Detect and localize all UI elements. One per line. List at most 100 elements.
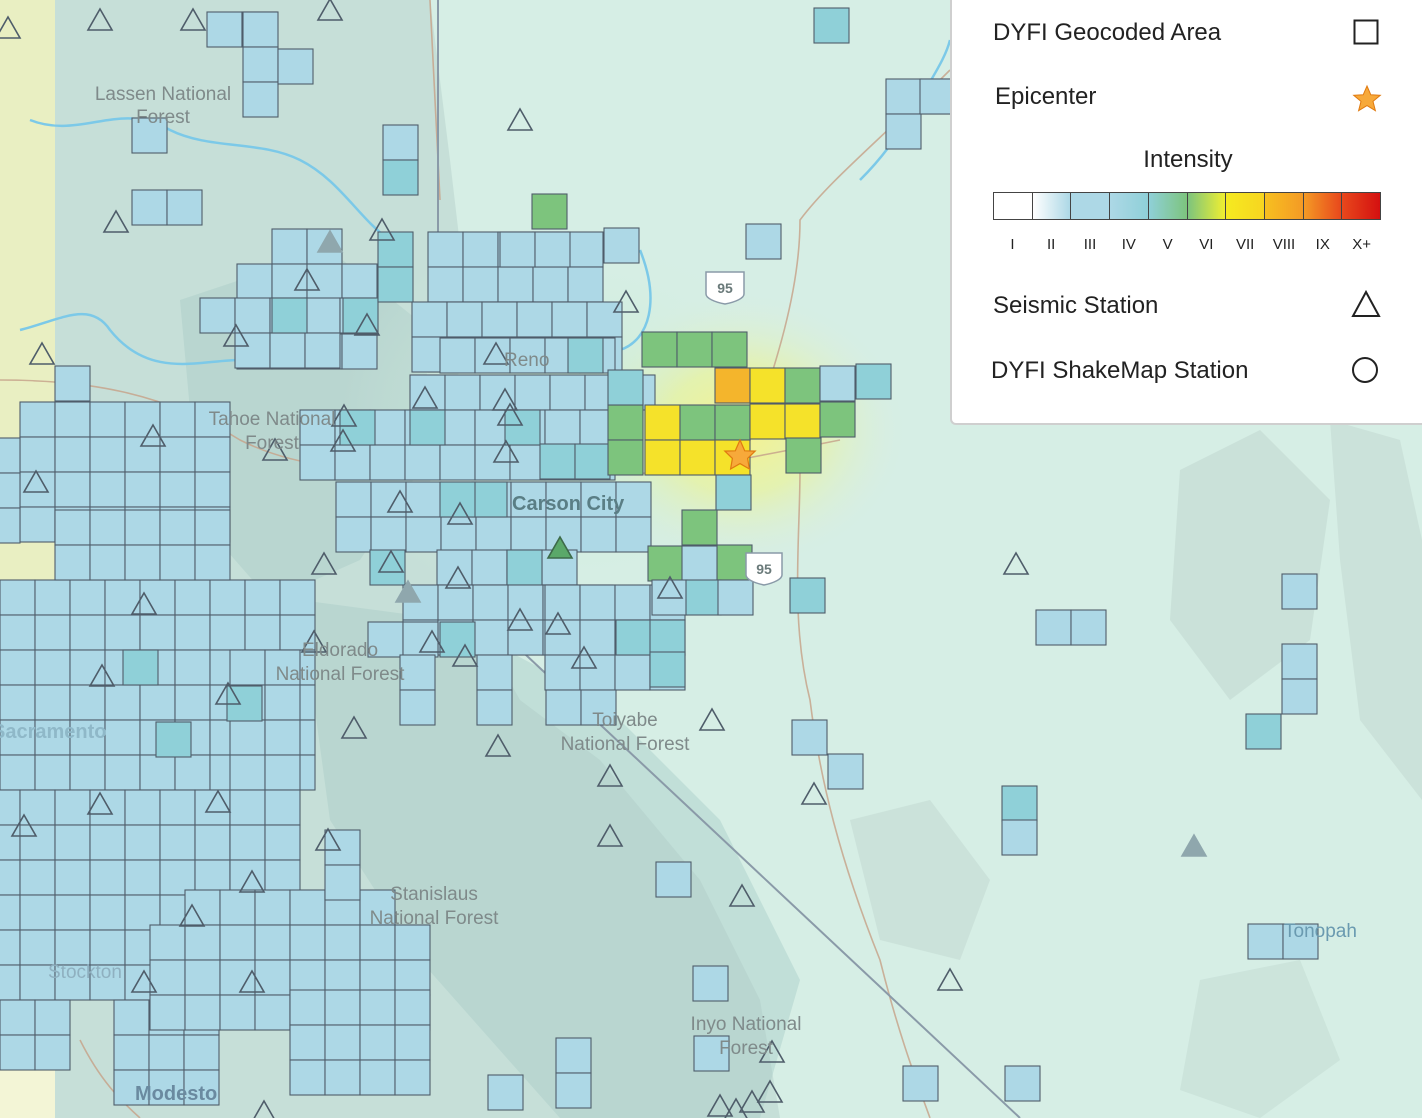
dyfi-cell-iii[interactable] [885, 78, 922, 115]
dyfi-cell-iii[interactable] [359, 1024, 396, 1061]
dyfi-cell-iii[interactable] [279, 579, 316, 616]
dyfi-cell-iii[interactable] [104, 754, 141, 791]
dyfi-cell-iii[interactable] [0, 929, 21, 966]
dyfi-cell-iii[interactable] [0, 964, 21, 1001]
dyfi-cell-iii[interactable] [404, 444, 441, 481]
dyfi-cell-iii[interactable] [34, 754, 71, 791]
dyfi-cell-iii[interactable] [411, 301, 448, 338]
dyfi-cell-iii[interactable] [0, 649, 36, 686]
dyfi-cell-iii[interactable] [236, 263, 273, 300]
dyfi-cell-iii[interactable] [481, 301, 518, 338]
dyfi-cell-iii[interactable] [54, 964, 91, 1001]
dyfi-cell-iii[interactable] [264, 754, 301, 791]
dyfi-cell-iii[interactable] [69, 684, 106, 721]
seismic-station-triangle-icon[interactable] [238, 969, 266, 993]
seismic-station-triangle-icon[interactable] [484, 733, 512, 757]
dyfi-cell-iii[interactable] [124, 789, 161, 826]
dyfi-cell-iii[interactable] [367, 621, 404, 658]
dyfi-cell-iii[interactable] [476, 689, 513, 726]
dyfi-cell-iii[interactable] [89, 471, 126, 508]
seismic-station-triangle-icon[interactable] [22, 469, 50, 493]
dyfi-cell-vii[interactable] [644, 439, 681, 476]
dyfi-cell-iii[interactable] [819, 365, 856, 402]
dyfi-cell-iii[interactable] [242, 46, 279, 83]
dyfi-cell-iii[interactable] [89, 964, 126, 1001]
seismic-station-triangle-icon[interactable] [340, 715, 368, 739]
dyfi-cell-iii[interactable] [54, 544, 91, 581]
dyfi-cell-iii[interactable] [194, 824, 231, 861]
dyfi-cell-iv[interactable] [439, 481, 476, 518]
dyfi-cell-iii[interactable] [174, 579, 211, 616]
seismic-station-triangle-icon[interactable] [492, 439, 520, 463]
seismic-station-triangle-icon[interactable] [329, 428, 357, 452]
dyfi-cell-iii[interactable] [104, 719, 141, 756]
dyfi-cell-iii[interactable] [614, 654, 651, 691]
seismic-station-triangle-icon[interactable] [418, 629, 446, 653]
seismic-station-triangle-icon[interactable] [1180, 833, 1208, 857]
seismic-station-triangle-icon[interactable] [368, 217, 396, 241]
dyfi-cell-v[interactable] [607, 404, 644, 441]
epicenter[interactable] [723, 438, 757, 471]
dyfi-cell-iii[interactable] [254, 994, 291, 1031]
dyfi-cell-iii[interactable] [299, 444, 336, 481]
dyfi-cell-iii[interactable] [234, 297, 271, 334]
dyfi-cell-iii[interactable] [277, 48, 314, 85]
dyfi-cell-iv[interactable] [539, 443, 576, 480]
dyfi-cell-iii[interactable] [324, 959, 361, 996]
seismic-station-triangle-icon[interactable] [293, 267, 321, 291]
dyfi-cell-iii[interactable] [113, 999, 150, 1036]
dyfi-cell-iii[interactable] [545, 689, 582, 726]
seismic-station-triangle-icon[interactable] [612, 289, 640, 313]
dyfi-cell-iii[interactable] [219, 889, 256, 926]
dyfi-cell-iii[interactable] [476, 654, 513, 691]
dyfi-cell-iii[interactable] [289, 959, 326, 996]
seismic-station-triangle-icon[interactable] [482, 341, 510, 365]
dyfi-cell-iii[interactable] [234, 332, 271, 369]
dyfi-cell-vii[interactable] [784, 403, 821, 440]
dyfi-cell-iii[interactable] [194, 436, 231, 473]
seismic-station-triangle-icon[interactable] [728, 883, 756, 907]
dyfi-cell-iii[interactable] [289, 989, 326, 1026]
dyfi-cell-iii[interactable] [885, 113, 922, 150]
seismic-station-triangle-icon[interactable] [451, 643, 479, 667]
dyfi-cell-iii[interactable] [54, 824, 91, 861]
dyfi-cell-iii[interactable] [89, 824, 126, 861]
dyfi-cell-iii[interactable] [0, 579, 36, 616]
dyfi-cell-iii[interactable] [89, 509, 126, 546]
dyfi-cell-iii[interactable] [0, 824, 21, 861]
dyfi-cell-iv[interactable] [271, 297, 308, 334]
seismic-station-triangle-icon[interactable] [800, 781, 828, 805]
dyfi-cell-iv[interactable] [506, 549, 543, 586]
dyfi-cell-iii[interactable] [717, 579, 754, 616]
seismic-station-triangle-icon[interactable] [756, 1079, 784, 1103]
dyfi-cell-iii[interactable] [104, 614, 141, 651]
dyfi-cell-iii[interactable] [1035, 609, 1072, 646]
dyfi-cell-iii[interactable] [254, 924, 291, 961]
seismic-station-triangle-icon[interactable] [496, 402, 524, 426]
dyfi-cell-iii[interactable] [324, 924, 361, 961]
dyfi-cell-iii[interactable] [139, 614, 176, 651]
dyfi-cell-iii[interactable] [534, 231, 571, 268]
dyfi-cell-iii[interactable] [289, 1059, 326, 1096]
dyfi-cell-iii[interactable] [439, 337, 476, 374]
dyfi-cell-iii[interactable] [124, 401, 161, 438]
seismic-station-triangle-icon[interactable] [506, 607, 534, 631]
dyfi-cell-iv[interactable] [155, 721, 192, 758]
dyfi-cell-iii[interactable] [567, 266, 604, 303]
dyfi-cell-iii[interactable] [567, 231, 604, 268]
dyfi-cell-iii[interactable] [54, 436, 91, 473]
dyfi-cell-iii[interactable] [183, 1034, 220, 1071]
dyfi-cell-iv[interactable] [471, 481, 508, 518]
dyfi-cell-iii[interactable] [242, 11, 279, 48]
dyfi-cell-iii[interactable] [1281, 678, 1318, 715]
dyfi-cell-iii[interactable] [579, 584, 616, 621]
dyfi-cell-vii[interactable] [749, 403, 786, 440]
dyfi-cell-iv[interactable] [504, 409, 541, 446]
dyfi-cell-iii[interactable] [113, 1034, 150, 1071]
seismic-station-triangle-icon[interactable] [238, 869, 266, 893]
dyfi-cell-iii[interactable] [902, 1065, 939, 1102]
dyfi-cell-iv[interactable] [649, 619, 686, 656]
dyfi-cell-iii[interactable] [34, 579, 71, 616]
dyfi-cell-iv[interactable] [382, 159, 419, 196]
dyfi-cell-iv[interactable] [855, 363, 892, 400]
